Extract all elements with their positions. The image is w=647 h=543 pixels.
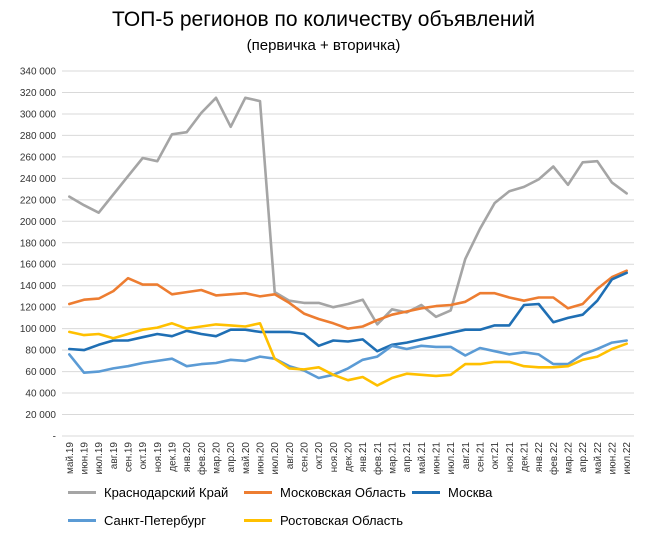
series-line-2 xyxy=(68,271,629,353)
y-tick-label: 200 000 xyxy=(20,217,57,228)
x-tick-label: авг.19 xyxy=(109,442,120,470)
y-tick-label: 340 000 xyxy=(20,67,57,78)
y-tick-label: 140 000 xyxy=(20,281,57,292)
x-tick-label: май.20 xyxy=(241,442,252,474)
legend-item: Санкт-Петербург xyxy=(68,513,206,528)
x-tick-label: дек.20 xyxy=(344,442,355,472)
legend-label: Москва xyxy=(448,485,493,500)
x-tick-label: фев.21 xyxy=(372,442,384,475)
y-axis: - 20 000 40 000 60 000 80 000 100 000 120 000 1… xyxy=(20,67,57,443)
x-axis: май.19 июн.19 июл.19 авг.19 сен.19 окт.19 ноя.… xyxy=(65,442,633,475)
y-tick-label: 160 000 xyxy=(20,260,57,271)
legend-item: Ростовская Область xyxy=(244,513,403,528)
x-tick-label: май.22 xyxy=(593,442,604,474)
x-tick-label: апр.22 xyxy=(578,442,589,473)
y-tick-label: 240 000 xyxy=(20,174,57,185)
x-tick-label: окт.20 xyxy=(314,442,325,470)
y-tick-label: 220 000 xyxy=(20,195,57,206)
x-tick-label: дек.19 xyxy=(168,442,179,472)
x-tick-label: фев.20 xyxy=(196,442,208,475)
y-tick-label: 20 000 xyxy=(25,410,56,421)
legend-swatch xyxy=(412,491,440,494)
y-tick-label: 180 000 xyxy=(20,238,57,249)
legend-item: Московская Область xyxy=(244,485,406,500)
series-layer xyxy=(68,96,629,387)
series-line-3 xyxy=(68,339,629,380)
x-tick-label: дек.21 xyxy=(520,442,531,472)
x-tick-label: авг.21 xyxy=(461,442,472,470)
x-tick-label: июл.19 xyxy=(94,442,105,475)
x-tick-label: сен.20 xyxy=(300,442,311,472)
x-tick-label: июн.20 xyxy=(256,442,267,475)
x-tick-label: ноя.20 xyxy=(329,442,340,473)
y-tick-label: 40 000 xyxy=(25,389,56,400)
grid-layer xyxy=(62,70,634,437)
legend-label: Санкт-Петербург xyxy=(104,513,206,528)
x-tick-label: апр.20 xyxy=(226,442,237,473)
legend-item: Краснодарский Край xyxy=(68,485,228,500)
series-line-1 xyxy=(68,269,629,330)
legend-swatch xyxy=(68,491,96,494)
y-tick-label: 100 000 xyxy=(20,324,57,335)
x-tick-label: мар.22 xyxy=(564,442,575,474)
legend-swatch xyxy=(68,519,96,522)
x-tick-label: июн.19 xyxy=(80,442,91,475)
y-tick-label: 260 000 xyxy=(20,152,57,163)
x-tick-label: янв.20 xyxy=(182,442,193,473)
x-tick-label: ноя.19 xyxy=(153,442,164,473)
legend-item: Москва xyxy=(412,485,492,500)
y-tick-label: 80 000 xyxy=(25,346,56,357)
legend-label: Краснодарский Край xyxy=(104,485,229,500)
legend-swatch xyxy=(244,491,272,494)
chart-subtitle: (первичка + вторичка) xyxy=(246,37,401,54)
x-tick-label: ноя.21 xyxy=(505,442,516,473)
x-tick-label: окт.21 xyxy=(490,442,501,470)
x-tick-label: окт.19 xyxy=(138,442,149,470)
y-tick-label: 120 000 xyxy=(20,303,57,314)
legend-label: Ростовская Область xyxy=(280,513,403,528)
x-tick-label: май.21 xyxy=(417,442,428,474)
y-tick-label: - xyxy=(53,432,56,443)
y-tick-label: 280 000 xyxy=(20,131,57,142)
x-tick-label: июн.21 xyxy=(432,442,443,475)
x-tick-label: сен.19 xyxy=(124,442,135,472)
x-tick-label: июл.22 xyxy=(622,442,633,475)
x-tick-label: янв.22 xyxy=(534,442,545,473)
y-tick-label: 300 000 xyxy=(20,109,57,120)
x-tick-label: мар.20 xyxy=(212,442,223,474)
y-tick-label: 320 000 xyxy=(20,88,57,99)
x-tick-label: апр.21 xyxy=(402,442,413,473)
x-tick-label: фев.22 xyxy=(548,442,560,475)
y-tick-label: 60 000 xyxy=(25,367,56,378)
x-tick-label: мар.21 xyxy=(388,442,399,474)
series-line-0 xyxy=(68,96,629,326)
x-tick-label: янв.21 xyxy=(358,442,369,473)
x-tick-label: авг.20 xyxy=(285,442,296,470)
x-tick-label: сен.21 xyxy=(476,442,487,472)
x-tick-label: июл.20 xyxy=(270,442,281,475)
chart-title: ТОП-5 регионов по количеству объявлений xyxy=(112,8,535,31)
x-tick-label: май.19 xyxy=(65,442,76,474)
x-tick-label: июн.22 xyxy=(608,442,619,475)
legend-swatch xyxy=(244,519,272,522)
legend-label: Московская Область xyxy=(280,485,406,500)
series-line-4 xyxy=(68,321,629,387)
x-tick-label: июл.21 xyxy=(446,442,457,475)
